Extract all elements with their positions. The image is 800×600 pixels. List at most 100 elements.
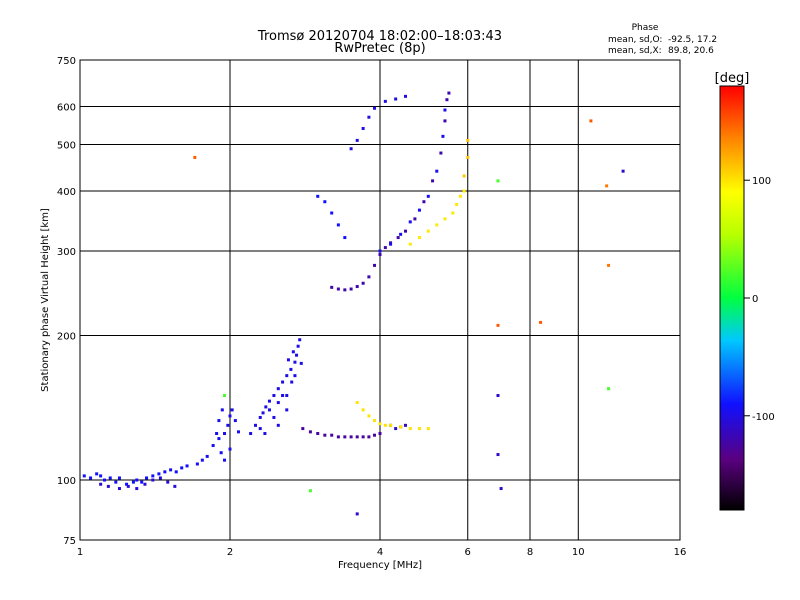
data-point <box>330 285 334 289</box>
data-point <box>217 437 221 441</box>
stats-x-label: mean, sd,X: <box>608 46 662 56</box>
data-point <box>267 399 271 403</box>
data-point <box>174 470 178 474</box>
data-point <box>263 432 267 436</box>
data-point <box>295 353 299 357</box>
data-point <box>417 208 421 212</box>
data-point <box>215 432 219 436</box>
data-point <box>343 288 347 292</box>
data-point <box>373 263 377 267</box>
stats-x-values: 89.8, 20.6 <box>668 46 714 56</box>
data-point <box>403 94 407 98</box>
data-point <box>117 476 121 480</box>
data-point <box>496 394 500 398</box>
x-tick-label: 8 <box>527 547 533 558</box>
data-point <box>399 232 403 236</box>
data-point <box>431 179 435 183</box>
data-point <box>276 423 280 427</box>
x-axis-label: Frequency [MHz] <box>338 560 422 571</box>
data-point <box>291 350 295 354</box>
x-tick-label: 1 <box>77 547 83 558</box>
data-point <box>99 482 103 486</box>
data-point <box>383 246 387 250</box>
data-point <box>413 217 417 221</box>
data-point <box>605 184 609 188</box>
data-point <box>286 358 290 362</box>
data-point <box>367 275 371 279</box>
data-point <box>336 287 340 291</box>
data-point <box>276 401 280 405</box>
colorbar: [deg] 100 0 -100 <box>715 71 775 511</box>
data-point <box>445 98 449 102</box>
data-point <box>135 478 139 482</box>
data-point <box>323 200 327 204</box>
data-point <box>426 229 430 233</box>
data-point <box>308 489 312 493</box>
colorbar-tick-label: 0 <box>752 294 758 305</box>
data-point <box>389 423 393 427</box>
data-point <box>355 435 359 439</box>
data-point <box>180 466 184 470</box>
data-point <box>228 414 232 418</box>
stats-heading: Phase <box>632 23 659 33</box>
data-point <box>443 217 447 221</box>
data-point <box>361 281 365 285</box>
data-point <box>135 487 139 491</box>
data-point <box>373 106 377 110</box>
data-point <box>403 423 407 427</box>
data-point <box>195 462 199 466</box>
data-point <box>293 374 297 378</box>
data-point <box>378 432 382 436</box>
data-point <box>417 427 421 431</box>
stats-box: Phase mean, sd,O: -92.5, 17.2 mean, sd,X… <box>608 23 717 56</box>
data-point <box>217 419 221 423</box>
data-point <box>378 253 382 257</box>
data-point <box>383 99 387 103</box>
data-point <box>230 408 234 412</box>
data-point <box>228 447 232 451</box>
data-point <box>499 487 503 491</box>
data-point <box>211 444 215 448</box>
data-point <box>408 427 412 431</box>
data-point <box>343 435 347 439</box>
data-point <box>435 169 439 173</box>
colorbar-gradient <box>719 85 745 511</box>
colorbar-tick-label: -100 <box>752 412 775 423</box>
data-point <box>272 415 276 419</box>
data-point <box>373 419 377 423</box>
y-tick-label: 75 <box>63 536 76 547</box>
data-point <box>298 338 302 342</box>
data-point <box>99 474 103 478</box>
data-point <box>143 482 147 486</box>
x-tick-label: 4 <box>377 547 383 558</box>
data-point <box>193 155 197 159</box>
data-point <box>349 287 353 291</box>
data-point <box>361 408 365 412</box>
data-point <box>336 223 340 227</box>
grid-lines <box>80 60 680 540</box>
stats-o-values: -92.5, 17.2 <box>668 35 717 45</box>
data-point <box>158 476 162 480</box>
y-tick-label: 600 <box>57 103 76 114</box>
y-tick-label: 500 <box>57 141 76 152</box>
data-point <box>276 387 280 391</box>
data-point <box>299 361 303 365</box>
y-tick-label: 300 <box>57 247 76 258</box>
data-point <box>396 236 400 240</box>
y-tick-label: 100 <box>57 476 76 487</box>
data-point <box>106 484 110 488</box>
colorbar-tick-label: 100 <box>752 176 771 187</box>
data-point <box>157 472 161 476</box>
data-point <box>443 108 447 112</box>
data-point <box>367 414 371 418</box>
colorbar-label: [deg] <box>715 71 750 86</box>
data-point <box>226 423 230 427</box>
x-tick-label: 16 <box>674 547 687 558</box>
data-point <box>349 147 353 151</box>
data-point <box>308 430 312 434</box>
data-point <box>607 263 611 267</box>
data-point <box>223 394 227 398</box>
y-axis-ticks: 75 100 200 300 400 500 600 750 <box>57 56 76 547</box>
data-point <box>355 138 359 142</box>
data-point <box>361 435 365 439</box>
